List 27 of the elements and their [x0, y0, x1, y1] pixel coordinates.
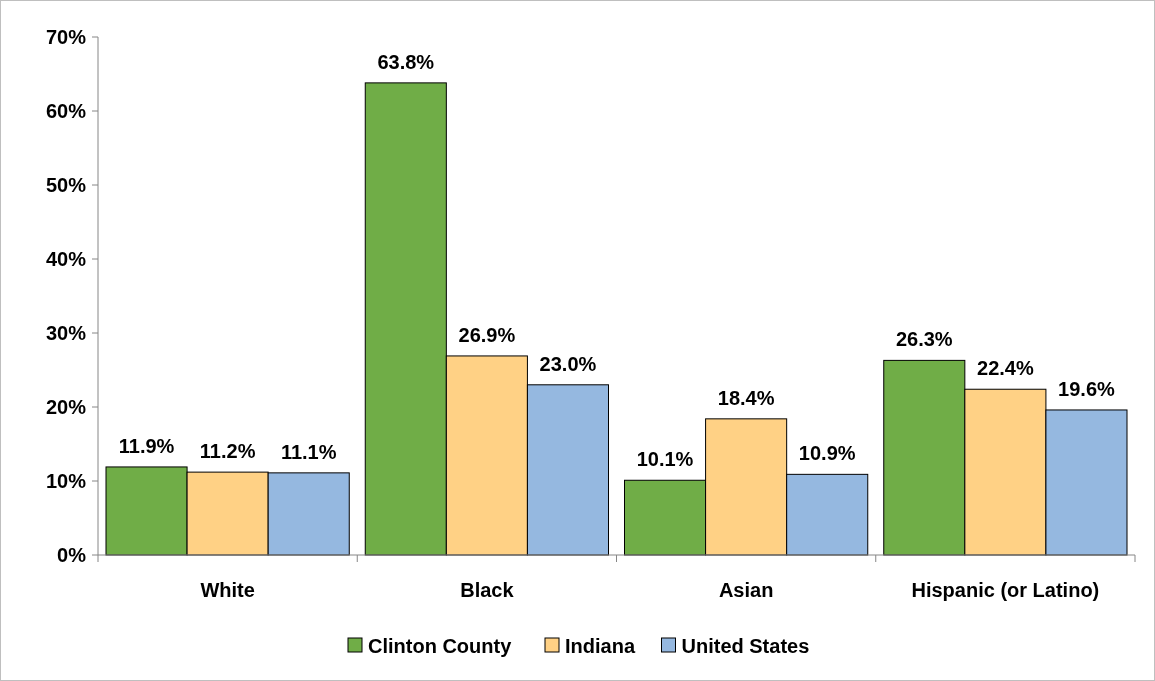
text: 26.3% [895, 328, 953, 351]
y-tick-label: 70% [45, 26, 87, 48]
y-tick-label: 10% [45, 470, 87, 492]
legend-label: Indiana [565, 635, 636, 657]
y-tick-label: 40% [45, 248, 87, 270]
y-tick-label: 60% [45, 100, 87, 122]
legend-label: United States [681, 635, 810, 657]
text: 63.8% [377, 50, 435, 73]
y-tick-label: 50% [45, 174, 87, 196]
text: 11.9% [118, 434, 175, 457]
y-tick-label: 20% [45, 396, 87, 418]
y-tick-label: 30% [45, 322, 87, 344]
text: 22.4% [977, 357, 1034, 380]
x-tick-label: Black [460, 579, 515, 601]
x-tick-label: Asian [718, 579, 774, 601]
text: 10.1% [636, 448, 694, 471]
y-tick-label: 0% [57, 544, 87, 566]
x-tick-label: White [200, 579, 255, 601]
text: 23.0% [539, 352, 597, 375]
text: 10.9% [798, 442, 856, 465]
text: 19.6% [1058, 377, 1115, 400]
legend-label: Clinton County [368, 635, 513, 657]
text: 11.2% [199, 440, 256, 463]
text: 11.1% [280, 440, 337, 463]
text: 26.9% [458, 323, 516, 346]
x-tick-label: Hispanic (or Latino) [911, 579, 1100, 601]
text: 18.4% [717, 386, 775, 409]
